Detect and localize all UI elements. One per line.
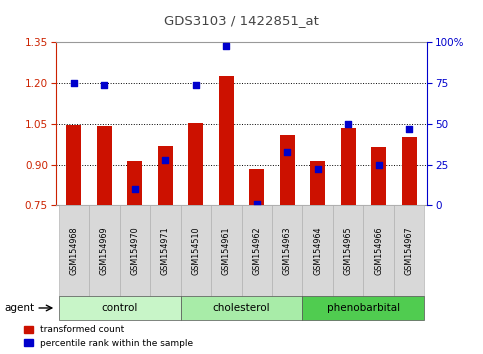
Text: phenobarbital: phenobarbital <box>327 303 400 313</box>
Point <box>192 82 199 88</box>
Point <box>284 149 291 154</box>
Bar <box>66 125 82 205</box>
Point <box>222 43 230 48</box>
Point <box>253 201 261 206</box>
Text: GSM154966: GSM154966 <box>374 226 383 275</box>
Text: agent: agent <box>5 303 35 313</box>
Bar <box>157 145 173 205</box>
Point <box>314 167 322 172</box>
Point <box>375 162 383 167</box>
Bar <box>310 161 326 205</box>
Bar <box>249 169 264 205</box>
Bar <box>97 126 112 205</box>
Point <box>405 126 413 132</box>
Text: GSM154969: GSM154969 <box>100 226 109 275</box>
Bar <box>219 76 234 205</box>
Text: GDS3103 / 1422851_at: GDS3103 / 1422851_at <box>164 14 319 27</box>
Text: GSM154963: GSM154963 <box>283 226 292 275</box>
Bar <box>127 161 142 205</box>
Legend: transformed count, percentile rank within the sample: transformed count, percentile rank withi… <box>24 325 193 348</box>
Bar <box>341 128 356 205</box>
Text: GSM154971: GSM154971 <box>161 226 170 275</box>
Text: GSM154962: GSM154962 <box>252 226 261 275</box>
Point <box>131 186 139 192</box>
Text: GSM154968: GSM154968 <box>70 226 78 275</box>
Point <box>344 121 352 127</box>
Text: GSM154965: GSM154965 <box>344 226 353 275</box>
Text: GSM154967: GSM154967 <box>405 226 413 275</box>
Text: GSM154970: GSM154970 <box>130 226 139 275</box>
Bar <box>188 122 203 205</box>
Bar <box>371 147 386 205</box>
Point <box>161 157 169 162</box>
Text: cholesterol: cholesterol <box>213 303 270 313</box>
Text: GSM154961: GSM154961 <box>222 226 231 275</box>
Point <box>100 82 108 88</box>
Bar <box>280 135 295 205</box>
Text: GSM154510: GSM154510 <box>191 226 200 275</box>
Bar <box>401 137 417 205</box>
Text: control: control <box>101 303 138 313</box>
Text: GSM154964: GSM154964 <box>313 226 322 275</box>
Point <box>70 80 78 86</box>
